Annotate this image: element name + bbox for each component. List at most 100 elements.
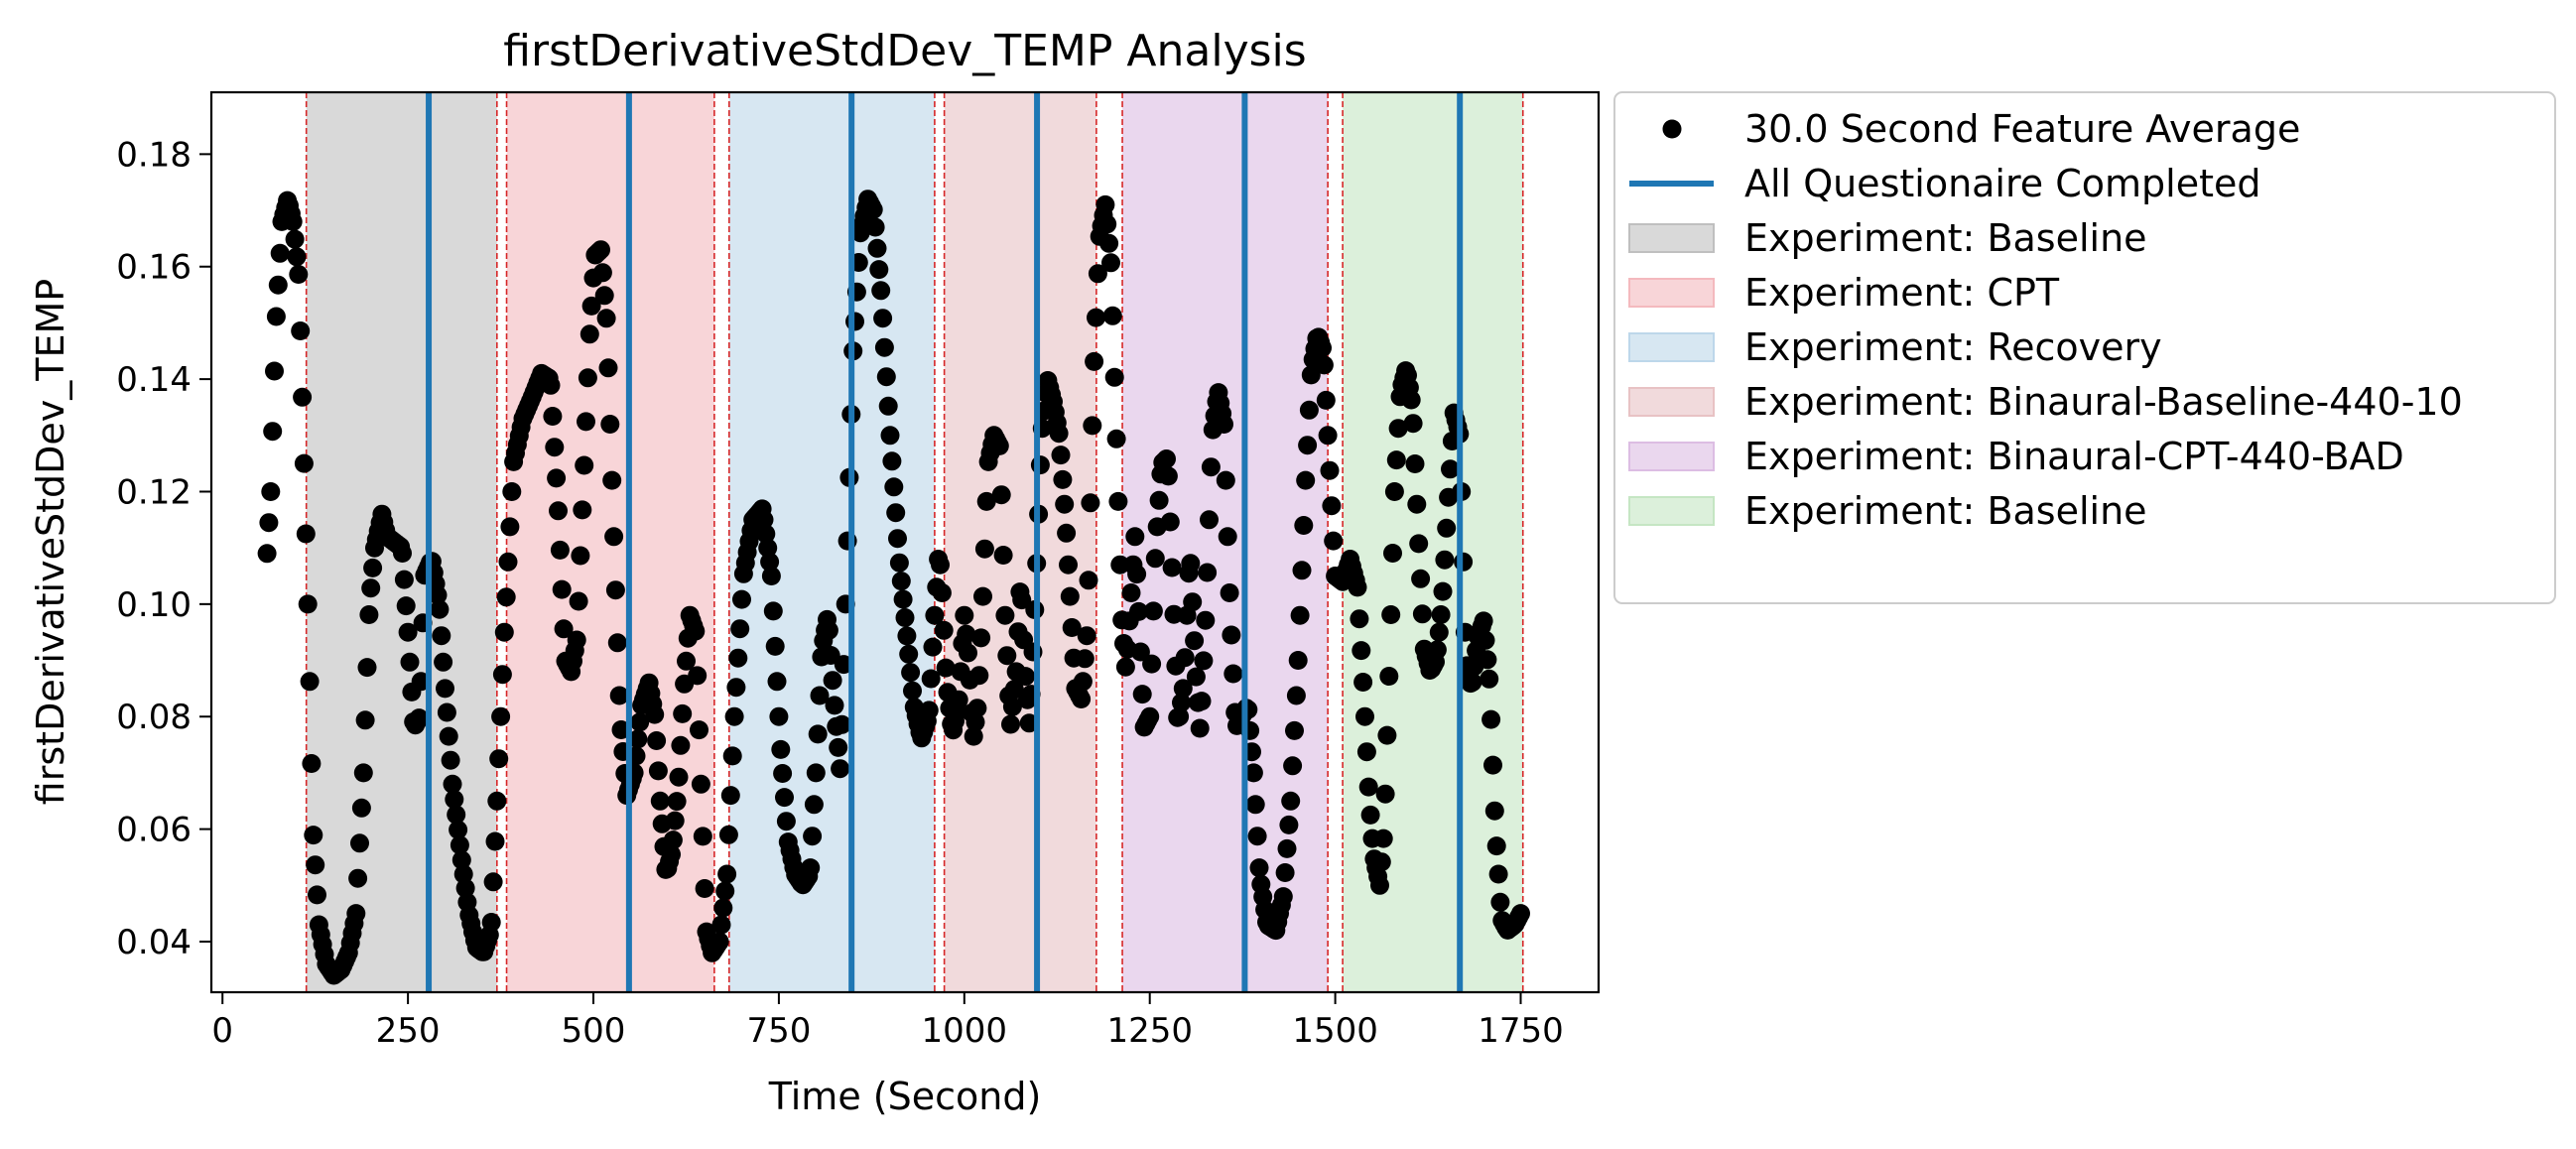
data-point-458 xyxy=(1106,429,1126,448)
data-point-73 xyxy=(393,544,412,563)
data-point-250 xyxy=(720,786,740,806)
data-point-201 xyxy=(630,712,650,732)
data-point-617 xyxy=(1401,390,1421,410)
data-point-222 xyxy=(669,767,689,787)
data-point-234 xyxy=(691,774,710,794)
data-point-623 xyxy=(1412,604,1432,624)
data-point-19 xyxy=(293,387,313,407)
data-point-550 xyxy=(1277,838,1297,858)
legend-label-3: Experiment: CPT xyxy=(1744,271,2060,315)
y-tick-label-2: 0.08 xyxy=(116,698,192,737)
data-point-388 xyxy=(976,491,996,511)
data-point-605 xyxy=(1379,667,1399,686)
data-point-500 xyxy=(1185,631,1205,651)
data-point-411 xyxy=(1019,713,1039,733)
y-tick-label-5: 0.14 xyxy=(116,360,192,400)
data-point-56 xyxy=(361,578,381,598)
data-point-508 xyxy=(1200,510,1219,530)
data-point-588 xyxy=(1348,577,1367,597)
data-point-340 xyxy=(888,529,907,549)
data-point-7 xyxy=(270,243,290,263)
data-point-477 xyxy=(1142,654,1162,674)
data-point-122 xyxy=(483,872,503,892)
legend-label-7: Experiment: Baseline xyxy=(1744,489,2147,533)
data-point-557 xyxy=(1290,605,1310,625)
questionnaire-lines xyxy=(426,92,1464,992)
data-point-167 xyxy=(567,630,586,650)
data-point-476 xyxy=(1140,706,1160,726)
data-point-382 xyxy=(966,712,985,732)
data-point-51 xyxy=(351,798,371,818)
data-point-621 xyxy=(1409,534,1429,554)
data-point-271 xyxy=(760,552,780,572)
data-point-252 xyxy=(724,706,744,726)
data-point-562 xyxy=(1299,400,1319,420)
data-point-129 xyxy=(496,587,516,607)
data-point-189 xyxy=(607,633,627,653)
data-point-608 xyxy=(1384,482,1404,501)
data-point-469 xyxy=(1127,565,1147,584)
data-point-384 xyxy=(969,666,989,686)
data-point-295 xyxy=(804,795,824,815)
data-point-593 xyxy=(1356,742,1376,762)
data-point-548 xyxy=(1273,887,1293,907)
data-point-235 xyxy=(693,827,712,846)
data-point-305 xyxy=(823,671,842,691)
data-point-532 xyxy=(1243,763,1263,783)
data-point-218 xyxy=(662,844,681,864)
data-point-130 xyxy=(498,552,518,572)
data-point-100 xyxy=(443,774,462,794)
data-point-662 xyxy=(1484,801,1504,821)
data-points xyxy=(257,190,1530,985)
x-tick-label-4: 1000 xyxy=(922,1011,1008,1051)
data-point-77 xyxy=(400,652,420,672)
data-point-172 xyxy=(577,412,595,432)
data-point-570 xyxy=(1314,355,1334,375)
data-point-494 xyxy=(1173,679,1193,699)
data-point-650 xyxy=(1463,673,1482,692)
data-point-558 xyxy=(1292,561,1312,580)
data-point-97 xyxy=(437,702,456,722)
data-point-459 xyxy=(1108,491,1128,511)
data-point-95 xyxy=(434,652,453,672)
data-point-94 xyxy=(432,626,451,646)
data-point-456 xyxy=(1102,306,1122,325)
data-point-249 xyxy=(718,825,738,844)
data-point-200 xyxy=(628,729,648,749)
data-point-103 xyxy=(449,820,468,839)
data-point-575 xyxy=(1324,531,1344,551)
x-tick-label-6: 1500 xyxy=(1292,1011,1378,1051)
legend-patch-4 xyxy=(1628,332,1715,362)
data-point-183 xyxy=(596,309,616,328)
data-point-294 xyxy=(803,827,823,846)
data-point-603 xyxy=(1375,784,1395,804)
data-point-434 xyxy=(1062,618,1082,637)
data-point-507 xyxy=(1198,563,1218,582)
data-point-4 xyxy=(265,361,284,381)
data-point-296 xyxy=(806,763,826,783)
data-point-160 xyxy=(554,619,574,639)
data-point-175 xyxy=(581,296,601,316)
data-point-638 xyxy=(1441,459,1460,479)
data-point-529 xyxy=(1238,700,1258,719)
data-point-606 xyxy=(1381,605,1401,624)
data-point-590 xyxy=(1352,641,1371,661)
data-point-54 xyxy=(357,658,377,678)
legend-box xyxy=(1613,91,2556,604)
data-point-387 xyxy=(974,539,994,559)
data-point-401 xyxy=(1001,714,1020,734)
data-point-211 xyxy=(648,761,668,781)
data-point-572 xyxy=(1318,426,1338,446)
data-point-636 xyxy=(1437,518,1457,538)
data-point-102 xyxy=(447,805,466,825)
data-point-333 xyxy=(874,337,894,357)
data-point-573 xyxy=(1320,460,1340,480)
data-point-365 xyxy=(934,620,954,640)
data-point-591 xyxy=(1353,673,1373,692)
data-point-407 xyxy=(1012,590,1032,610)
data-point-182 xyxy=(594,286,614,306)
phase-region-3 xyxy=(944,92,1096,992)
data-point-610 xyxy=(1388,419,1408,439)
data-point-501 xyxy=(1186,667,1206,687)
data-point-554 xyxy=(1285,720,1304,740)
